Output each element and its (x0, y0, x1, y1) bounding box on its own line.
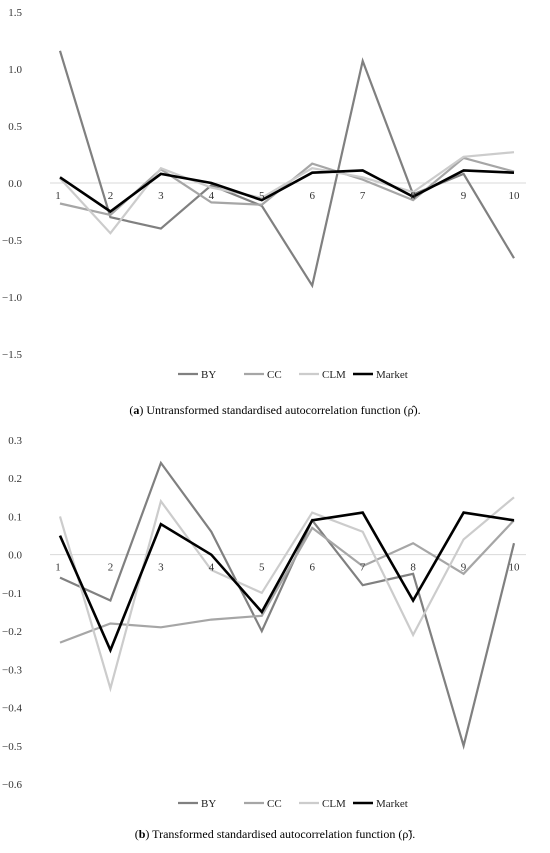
caption-b-label: b (138, 827, 146, 841)
y-tick-label: −1.5 (2, 349, 22, 361)
y-tick-label: −0.2 (2, 626, 22, 638)
x-tick-label: 10 (509, 190, 521, 202)
series-line-market (59, 169, 515, 214)
x-tick-label: 8 (410, 190, 416, 202)
legend-label-market: Market (376, 798, 408, 810)
legend-label-cc: CC (267, 798, 282, 810)
legend-label-clm: CLM (322, 798, 346, 810)
series-line-clm (59, 151, 515, 235)
y-tick-label: −0.4 (2, 703, 22, 715)
caption-a-label: a (133, 403, 140, 417)
y-tick-label: 0.0 (8, 550, 22, 562)
x-tick-label: 10 (509, 562, 521, 574)
y-tick-label: −1.0 (2, 292, 22, 304)
legend-label-by: BY (201, 798, 216, 810)
x-tick-label: 9 (461, 562, 467, 574)
x-tick-label: 6 (309, 190, 315, 202)
caption-a: (a) Untransformed standardised autocorre… (129, 403, 421, 417)
x-tick-label: 1 (55, 562, 61, 574)
y-tick-label: 0.5 (8, 121, 22, 133)
x-tick-label: 4 (209, 562, 215, 574)
x-tick-label: 8 (410, 562, 416, 574)
x-tick-label: 3 (158, 190, 164, 202)
x-tick-label: 4 (209, 190, 215, 202)
x-tick-label: 3 (158, 562, 164, 574)
x-tick-label: 7 (360, 190, 366, 202)
legend-label-market: Market (376, 369, 408, 381)
legend-label-by: BY (201, 369, 216, 381)
y-tick-label: −0.5 (2, 235, 22, 247)
caption-b: (b) Transformed standardised autocorrela… (134, 827, 416, 841)
x-tick-label: 2 (108, 190, 114, 202)
x-tick-label: 5 (259, 190, 265, 202)
x-tick-label: 7 (360, 562, 366, 574)
legend-label-clm: CLM (322, 369, 346, 381)
chart-a: 1.5 1.0 0.5 0.0 −0.5 −1.0 −1.5 1 2 3 4 5 6 7 8 9 10 BY CC C… (2, 7, 526, 381)
x-tick-label: 1 (55, 190, 61, 202)
x-tick-label: 5 (259, 562, 265, 574)
y-tick-label: −0.3 (2, 664, 22, 676)
series-line-clm (58, 496, 515, 693)
x-tick-label: 6 (309, 562, 315, 574)
y-tick-label: −0.6 (2, 779, 22, 791)
legend-label-cc: CC (267, 369, 282, 381)
x-tick-label: 2 (108, 562, 114, 574)
series-line-market (58, 511, 515, 654)
x-tick-label: 9 (461, 190, 467, 202)
series-line-by (59, 460, 516, 751)
y-tick-label: 1.0 (8, 64, 22, 76)
y-tick-label: 0.3 (8, 435, 22, 447)
chart-b: 0.3 0.2 0.1 0.0 −0.1 −0.2 −0.3 −0.4 −0.5 −0.6 1 2 3 4… (2, 435, 526, 810)
y-tick-label: −0.1 (2, 588, 22, 600)
caption-a-text: Untransformed standardised autocorrelati… (143, 403, 421, 417)
y-tick-label: 0.0 (8, 178, 22, 190)
y-tick-label: 1.5 (8, 7, 22, 19)
caption-b-text: Transformed standardised autocorrelation… (149, 827, 416, 841)
y-tick-label: 0.2 (8, 473, 22, 485)
y-tick-label: −0.5 (2, 741, 22, 753)
y-tick-label: 0.1 (8, 511, 22, 523)
